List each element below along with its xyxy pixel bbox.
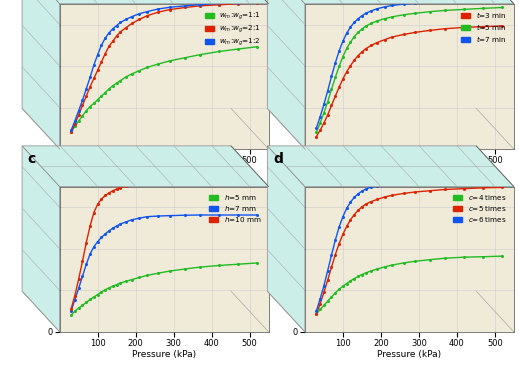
Legend: $w_m$:$w_g$=1:1, $w_m$:$w_g$=2:1, $w_m$:$w_g$=1:2: $w_m$:$w_g$=1:1, $w_m$:$w_g$=2:1, $w_m$:… (203, 9, 263, 50)
Legend: $c$=4 times, $c$=5 times, $c$=6 times: $c$=4 times, $c$=5 times, $c$=6 times (452, 192, 508, 225)
Text: c: c (28, 152, 36, 166)
X-axis label: Pressure (kPa): Pressure (kPa) (132, 350, 196, 359)
X-axis label: Pressure (kPa): Pressure (kPa) (377, 167, 442, 176)
X-axis label: Pressure (kPa): Pressure (kPa) (132, 167, 196, 176)
Legend: $h$=5 mm, $h$=7 mm, $h$=10 mm: $h$=5 mm, $h$=7 mm, $h$=10 mm (208, 192, 263, 225)
Text: d: d (273, 152, 283, 166)
X-axis label: Pressure (kPa): Pressure (kPa) (377, 350, 442, 359)
Y-axis label: ΔC/C₀: ΔC/C₀ (281, 64, 291, 89)
Legend: $t$=3 min, $t$=5 min, $t$=7 min: $t$=3 min, $t$=5 min, $t$=7 min (460, 9, 508, 45)
Y-axis label: ΔC/C₀: ΔC/C₀ (281, 247, 291, 272)
Y-axis label: ΔC/C₀: ΔC/C₀ (36, 64, 45, 89)
Y-axis label: ΔC/C₀: ΔC/C₀ (36, 247, 45, 272)
